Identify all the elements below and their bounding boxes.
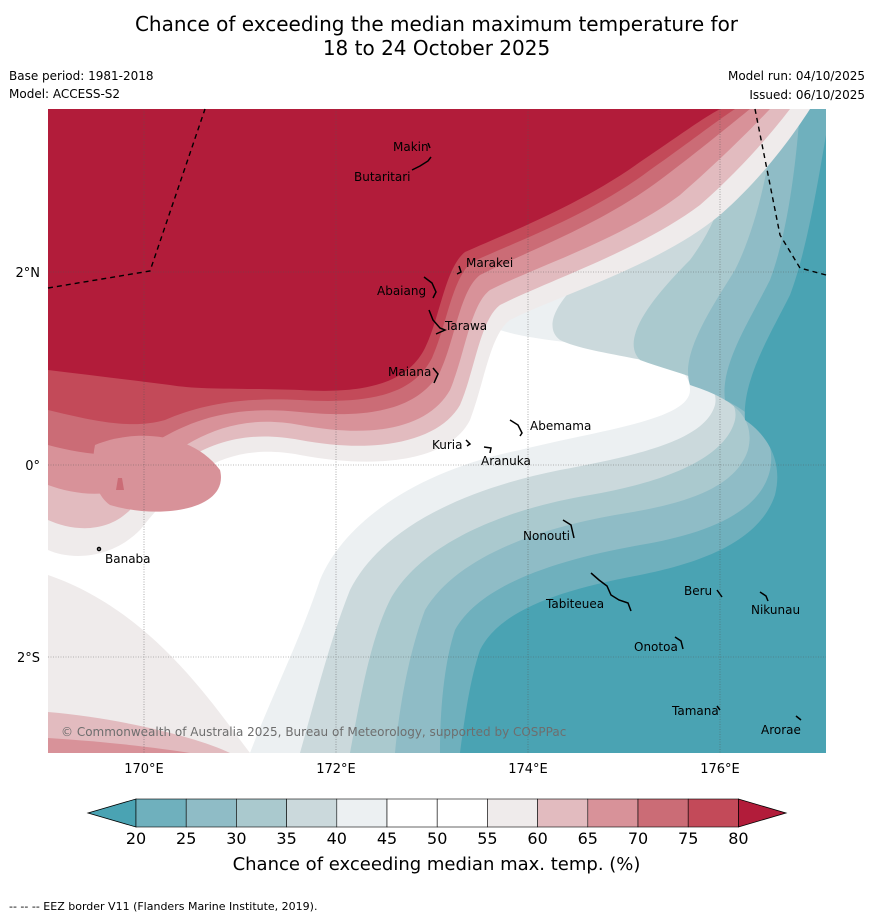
colorbar-tick-label: 80 bbox=[728, 829, 748, 848]
island-maiana bbox=[432, 367, 439, 384]
lon-label-172e: 172°E bbox=[316, 762, 356, 777]
island-tabiteuea bbox=[590, 572, 632, 612]
label-abemama: Abemama bbox=[530, 419, 591, 433]
issued-date: Issued: 06/10/2025 bbox=[749, 88, 865, 102]
island-makin bbox=[427, 142, 431, 149]
colorbar-tick-label: 35 bbox=[276, 829, 296, 848]
island-aranuka bbox=[483, 446, 492, 454]
label-onotoa: Onotoa bbox=[634, 640, 678, 654]
warm-patch-sw bbox=[93, 435, 221, 512]
axis-labels: 170°E 172°E 174°E 176°E 2°N 0° 2°S bbox=[16, 266, 740, 777]
island-butaritari bbox=[411, 156, 432, 171]
band-above-80 bbox=[48, 109, 720, 391]
colorbar-tick-label: 75 bbox=[678, 829, 698, 848]
colorbar-tick-label: 65 bbox=[578, 829, 598, 848]
colorbar-tick-label: 40 bbox=[327, 829, 347, 848]
colorbar-extend-low bbox=[86, 798, 137, 828]
place-labels: Makin Butaritari Marakei Abaiang Tarawa … bbox=[105, 140, 801, 737]
model-run: Model run: 04/10/2025 bbox=[727, 69, 865, 83]
colorbar-tick-label: 30 bbox=[226, 829, 246, 848]
colorbar-tick-label: 70 bbox=[628, 829, 648, 848]
colorbar: 20 25 30 35 40 45 50 55 60 65 70 75 80 bbox=[86, 798, 788, 848]
colorbar-cell bbox=[637, 798, 689, 828]
label-nonouti: Nonouti bbox=[523, 529, 570, 543]
island-nonouti bbox=[562, 519, 575, 539]
label-butaritari: Butaritari bbox=[354, 170, 411, 184]
label-arorae: Arorae bbox=[761, 723, 801, 737]
label-kuria: Kuria bbox=[432, 438, 463, 452]
colorbar-tick-label: 50 bbox=[427, 829, 447, 848]
title-line-2: 18 to 24 October 2025 bbox=[322, 36, 551, 60]
lon-label-174e: 174°E bbox=[508, 762, 548, 777]
island-beru bbox=[716, 589, 723, 598]
colorbar-tick-label: 55 bbox=[477, 829, 497, 848]
colorbar-tick-label: 60 bbox=[527, 829, 547, 848]
colorbar-extend-high bbox=[738, 798, 788, 828]
label-maiana: Maiana bbox=[388, 365, 431, 379]
title-line-1: Chance of exceeding the median maximum t… bbox=[134, 12, 739, 36]
label-marakei: Marakei bbox=[466, 256, 513, 270]
colorbar-cell bbox=[336, 798, 388, 828]
eez-border-west bbox=[47, 108, 206, 289]
islands bbox=[96, 142, 802, 721]
colorbar-tick-label: 45 bbox=[377, 829, 397, 848]
band-55-60-sw bbox=[48, 575, 250, 753]
colorbar-cell bbox=[386, 798, 438, 828]
island-abemama bbox=[509, 419, 523, 437]
label-tamana: Tamana bbox=[671, 704, 719, 718]
colorbar-tick-label: 25 bbox=[176, 829, 196, 848]
colorbar-tick-label: 20 bbox=[126, 829, 146, 848]
island-marakei bbox=[456, 265, 462, 275]
colorbar-label: Chance of exceeding median max. temp. (%… bbox=[232, 854, 641, 875]
lon-label-176e: 176°E bbox=[700, 762, 740, 777]
eez-border-east bbox=[754, 108, 827, 276]
island-banaba bbox=[96, 546, 102, 552]
label-makin: Makin bbox=[393, 140, 429, 154]
colorbar-cell bbox=[286, 798, 338, 828]
probability-field bbox=[48, 109, 826, 753]
eez-footnote: -- -- -- EEZ border V11 (Flanders Marine… bbox=[9, 900, 318, 913]
island-onotoa bbox=[674, 636, 684, 650]
band-65-70-sw bbox=[48, 738, 190, 753]
eez-border bbox=[47, 108, 827, 289]
colorbar-cell bbox=[487, 798, 538, 828]
label-tabiteuea: Tabiteuea bbox=[545, 597, 604, 611]
colorbar-cell bbox=[236, 798, 287, 828]
map-title: Chance of exceeding the median maximum t… bbox=[0, 12, 873, 60]
label-abaiang: Abaiang bbox=[377, 284, 426, 298]
island-nikunau bbox=[759, 591, 769, 602]
band-below-20 bbox=[460, 135, 826, 753]
lon-label-170e: 170°E bbox=[124, 762, 164, 777]
warm-patch-core bbox=[116, 478, 124, 490]
colorbar-cell bbox=[537, 798, 589, 828]
label-aranuka: Aranuka bbox=[481, 454, 531, 468]
lat-label-2s: 2°S bbox=[17, 651, 40, 666]
label-beru: Beru bbox=[684, 584, 712, 598]
island-tamana bbox=[716, 705, 721, 711]
island-arorae bbox=[795, 715, 802, 721]
colorbar-cell bbox=[587, 798, 639, 828]
island-kuria bbox=[465, 439, 472, 447]
island-abaiang bbox=[423, 276, 437, 299]
colorbar-cell bbox=[436, 798, 488, 828]
label-nikunau: Nikunau bbox=[751, 603, 800, 617]
label-banaba: Banaba bbox=[105, 552, 151, 566]
island-tarawa bbox=[428, 309, 447, 335]
colorbar-cell bbox=[687, 798, 739, 828]
label-tarawa: Tarawa bbox=[444, 319, 487, 333]
colorbar-cell bbox=[185, 798, 237, 828]
lat-label-0: 0° bbox=[25, 459, 40, 474]
lat-label-2n: 2°N bbox=[16, 266, 41, 281]
base-period: Base period: 1981-2018 bbox=[9, 69, 154, 83]
graticule bbox=[48, 109, 826, 753]
model-name: Model: ACCESS-S2 bbox=[9, 87, 121, 101]
colorbar-cell bbox=[135, 798, 187, 828]
copyright-notice: © Commonwealth of Australia 2025, Bureau… bbox=[61, 725, 566, 739]
